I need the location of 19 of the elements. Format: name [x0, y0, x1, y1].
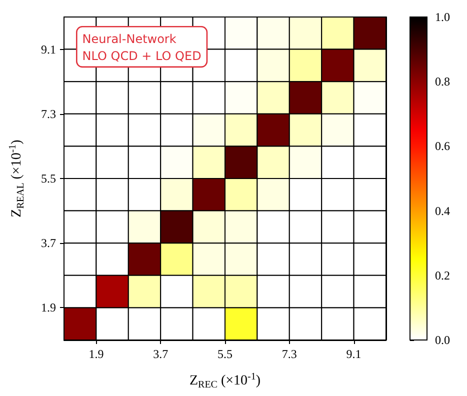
color-bar-label: 0.0: [435, 333, 450, 347]
x-tick-label: 1.9: [88, 347, 104, 361]
color-bar-label: 0.8: [435, 74, 450, 89]
x-tick-label: 5.5: [218, 347, 232, 361]
y-tick-label: 3.7: [41, 236, 56, 250]
y-axis-title: ZREAL (×10-1): [8, 139, 26, 218]
annotation: NLO QCD + LO QED: [82, 48, 202, 63]
y-tick-label: 5.5: [41, 172, 56, 186]
color-bar-label: 0.6: [435, 139, 450, 154]
y-tick-label: 1.9: [41, 300, 56, 315]
color-bar-label: 0.2: [435, 268, 450, 282]
color-bar-label: 1.0: [435, 10, 450, 24]
x-tick-label: 9.1: [346, 347, 362, 361]
annotation: Neural-Network: [82, 32, 176, 46]
y-tick-label: 7.3: [41, 106, 56, 121]
y-tick-label: 9.1: [41, 42, 56, 56]
x-tick-label: 7.3: [282, 347, 297, 361]
x-tick-label: 3.7: [153, 347, 168, 361]
color-bar-label: 0.4: [435, 204, 450, 218]
